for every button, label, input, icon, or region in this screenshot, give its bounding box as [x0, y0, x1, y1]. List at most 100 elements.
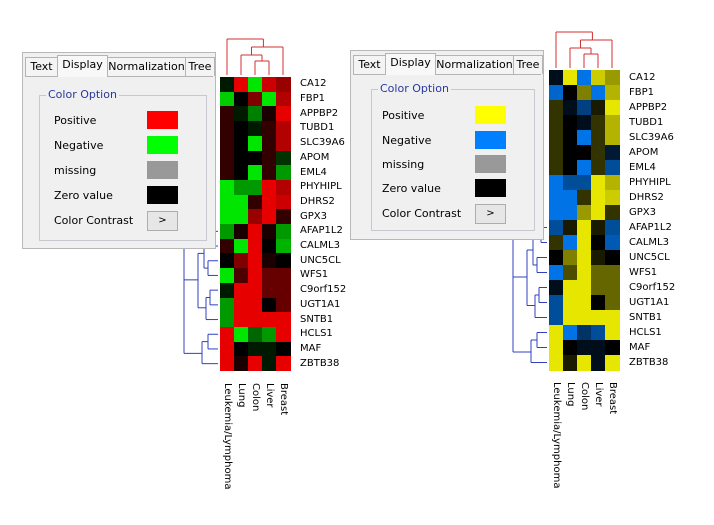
right-tab-display[interactable]: Display — [385, 53, 436, 75]
heatmap-cell — [220, 77, 235, 93]
heatmap-cell — [248, 341, 263, 357]
gene-label: WFS1 — [300, 269, 329, 281]
heatmap-cell — [591, 85, 606, 101]
left-negative-swatch[interactable] — [147, 136, 178, 154]
heatmap-cell — [248, 238, 263, 254]
left-zero-value-swatch[interactable] — [147, 186, 178, 204]
heatmap-cell — [276, 282, 291, 298]
heatmap-cell — [262, 91, 277, 107]
heatmap-cell — [220, 356, 235, 372]
gene-label: APOM — [300, 151, 330, 163]
heatmap-cell — [248, 77, 263, 93]
right-negative-swatch[interactable] — [475, 131, 506, 149]
gene-label: C9orf152 — [300, 284, 347, 296]
heatmap-cell — [563, 145, 578, 161]
heatmap-cell — [591, 250, 606, 266]
heatmap-cell — [549, 85, 564, 101]
gene-label: WFS1 — [629, 266, 658, 278]
heatmap-cell — [276, 179, 291, 196]
heatmap-cell — [577, 340, 592, 356]
left-negative-label: Negative — [54, 139, 104, 152]
right-color-contrast-label: Color Contrast — [382, 207, 462, 220]
heatmap-cell — [577, 325, 592, 341]
gene-label: UGT1A1 — [300, 298, 341, 310]
heatmap-cell — [577, 280, 592, 296]
heatmap-cell — [605, 160, 620, 176]
gene-label: AFAP1L2 — [300, 225, 343, 237]
heatmap-cell — [577, 220, 592, 236]
left-tab-normalization[interactable]: Normalization — [107, 57, 186, 76]
heatmap-cell — [563, 250, 578, 266]
left-missing-swatch[interactable] — [147, 161, 178, 179]
heatmap-cell — [605, 175, 620, 191]
heatmap-cell — [220, 106, 235, 122]
heatmap-cell — [549, 130, 564, 146]
heatmap-cell — [234, 194, 249, 210]
heatmap-cell — [549, 325, 564, 341]
gene-label: GPX3 — [300, 210, 327, 222]
heatmap-cell — [605, 340, 620, 356]
heatmap-cell — [591, 70, 606, 86]
heatmap-cell — [577, 145, 592, 161]
left-tab-display[interactable]: Display — [57, 55, 108, 77]
heatmap-cell — [234, 238, 249, 254]
right-tab-divider — [353, 74, 541, 75]
heatmap-cell — [220, 224, 235, 240]
left-missing-label: missing — [54, 164, 97, 177]
gene-label: SLC39A6 — [300, 137, 345, 149]
right-tab-normalization[interactable]: Normalization — [435, 55, 514, 74]
right-color-contrast-button[interactable]: > — [475, 204, 506, 224]
gene-label: TUBD1 — [300, 122, 335, 134]
heatmap-cell — [276, 268, 291, 284]
heatmap-cell — [549, 220, 564, 236]
heatmap-cell — [276, 165, 291, 181]
heatmap-cell — [220, 312, 235, 328]
heatmap-cell — [563, 265, 578, 281]
heatmap-cell — [605, 130, 620, 146]
heatmap-cell — [577, 310, 592, 326]
right-zero-value-swatch[interactable] — [475, 179, 506, 197]
heatmap-cell — [549, 355, 564, 371]
heatmap-cell — [234, 282, 249, 298]
heatmap-cell — [262, 77, 277, 93]
heatmap-cell — [234, 91, 249, 107]
heatmap-cell — [220, 150, 235, 166]
gene-label: C9orf152 — [629, 281, 676, 293]
heatmap-cell — [549, 205, 564, 221]
heatmap-cell — [605, 85, 620, 101]
heatmap-cell — [248, 91, 263, 107]
heatmap-cell — [591, 295, 606, 311]
heatmap-cell — [262, 106, 277, 122]
heatmap-cell — [276, 121, 291, 137]
heatmap-cell — [549, 265, 564, 281]
gene-label: PHYHIPL — [629, 176, 671, 188]
left-color-contrast-label: Color Contrast — [54, 214, 134, 227]
gene-label: AFAP1L2 — [629, 221, 672, 233]
heatmap-cell — [577, 85, 592, 101]
left-tab-tree[interactable]: Tree — [185, 57, 215, 76]
heatmap-cell — [248, 165, 263, 181]
left-tab-text[interactable]: Text — [25, 57, 58, 76]
heatmap-cell — [591, 205, 606, 221]
heatmap-cell — [262, 179, 277, 196]
left-color-contrast-button[interactable]: > — [147, 211, 178, 231]
heatmap-cell — [591, 340, 606, 356]
right-tab-tree[interactable]: Tree — [513, 55, 543, 74]
heatmap-cell — [234, 253, 249, 269]
right-tab-text[interactable]: Text — [353, 55, 386, 74]
heatmap-cell — [591, 175, 606, 191]
heatmap-cell — [220, 165, 235, 181]
heatmap-cell — [262, 268, 277, 284]
heatmap-cell — [234, 224, 249, 240]
heatmap-cell — [262, 297, 277, 313]
heatmap-cell — [563, 205, 578, 221]
gene-label: DHRS2 — [629, 191, 664, 203]
heatmap-cell — [563, 280, 578, 296]
heatmap-cell — [220, 341, 235, 357]
gene-label: MAF — [300, 342, 322, 354]
right-missing-swatch[interactable] — [475, 155, 506, 173]
heatmap-cell — [248, 326, 263, 343]
heatmap-cell — [605, 355, 620, 371]
right-positive-swatch[interactable] — [475, 106, 506, 124]
left-positive-swatch[interactable] — [147, 111, 178, 129]
